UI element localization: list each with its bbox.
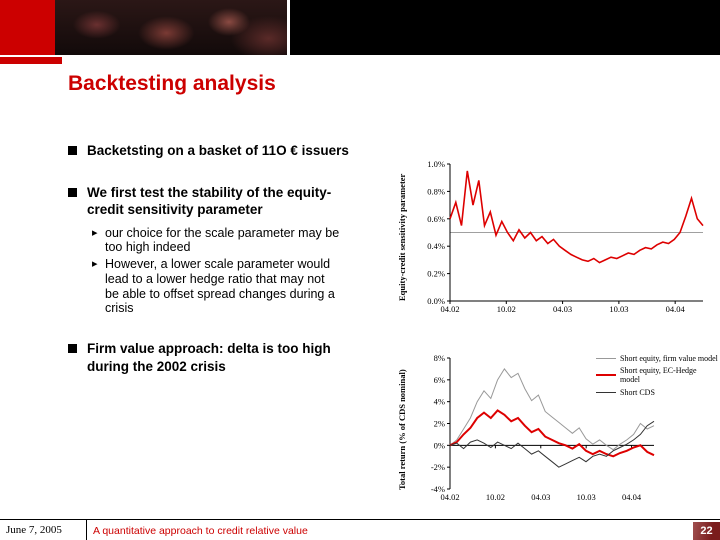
sub-bullet-text: However, a lower scale parameter would l… <box>105 257 335 316</box>
bullet-square-icon <box>68 187 77 197</box>
page-number-badge: 22 <box>693 522 720 540</box>
svg-text:04.03: 04.03 <box>531 492 550 502</box>
bullet-block: We first test the stability of the equit… <box>68 184 393 317</box>
svg-text:04.04: 04.04 <box>666 304 686 314</box>
page-number: 22 <box>700 525 713 537</box>
svg-text:-2%: -2% <box>431 462 445 472</box>
bullet-text: We first test the stability of the equit… <box>87 184 332 218</box>
bullet-text: Firm value approach: delta is too high d… <box>87 341 331 374</box>
svg-text:0.6%: 0.6% <box>427 214 445 224</box>
bullet-list: Backetsting on a basket of 11O € issuers… <box>68 142 393 399</box>
sub-bullet-arrow-icon: ▸ <box>92 258 98 271</box>
trading-room-photo <box>55 0 287 55</box>
legend-item-ec-hedge: Short equity, EC-Hedge model <box>596 366 718 384</box>
bullet-block: Backetsting on a basket of 11O € issuers <box>68 142 393 160</box>
svg-text:04.03: 04.03 <box>553 304 572 314</box>
sensitivity-chart: Equity-credit sensitivity parameter 1.0%… <box>397 158 713 316</box>
footer-rule <box>0 519 720 520</box>
svg-text:0%: 0% <box>434 440 445 450</box>
bullet-item: Firm value approach: delta is too high d… <box>68 340 393 375</box>
slide-title: Backtesting analysis <box>68 72 276 95</box>
svg-text:10.02: 10.02 <box>486 492 505 502</box>
footer-subtitle: A quantitative approach to credit relati… <box>93 525 308 537</box>
bullet-square-icon <box>68 146 77 155</box>
svg-text:04.02: 04.02 <box>440 304 459 314</box>
footer-divider <box>86 519 87 540</box>
header-banner <box>0 0 720 55</box>
red-accent-bar <box>0 57 62 64</box>
sub-bullet-list: ▸ our choice for the scale parameter may… <box>92 226 393 317</box>
svg-text:0.0%: 0.0% <box>427 296 445 306</box>
sub-bullet-text: our choice for the scale parameter may b… <box>105 225 340 255</box>
svg-text:0.2%: 0.2% <box>427 269 445 279</box>
legend-line-swatch <box>596 358 616 360</box>
legend-label: Short CDS <box>620 387 655 397</box>
sub-bullet-item: ▸ our choice for the scale parameter may… <box>92 226 393 256</box>
bullet-item: We first test the stability of the equit… <box>68 184 393 219</box>
banner-divider <box>287 0 290 55</box>
banner-black-strip <box>290 0 720 55</box>
chart-legend: Short equity, firm value model Short equ… <box>596 354 718 400</box>
bullet-item: Backetsting on a basket of 11O € issuers <box>68 142 393 160</box>
legend-line-swatch <box>596 391 616 393</box>
svg-text:8%: 8% <box>434 353 445 363</box>
legend-label: Short equity, firm value model <box>620 354 718 363</box>
svg-text:04.04: 04.04 <box>622 492 642 502</box>
svg-text:1.0%: 1.0% <box>427 159 445 169</box>
svg-text:-4%: -4% <box>431 484 445 494</box>
svg-text:10.02: 10.02 <box>497 304 516 314</box>
sensitivity-chart-plot: 1.0% 0.8% 0.6% 0.4% 0.2% 0.0% 04.02 10.02 04.03 1… <box>420 158 711 316</box>
svg-text:0.4%: 0.4% <box>427 241 445 251</box>
svg-text:10.03: 10.03 <box>577 492 596 502</box>
total-return-chart-ylabel: Total return (% of CDS nominal) <box>397 369 407 490</box>
legend-label: Short equity, EC-Hedge model <box>620 366 697 385</box>
total-return-chart-plot: 8% 6% 4% 2% 0% -2% -4% 04.02 10.02 04.03 10.03 04.0… <box>420 352 662 507</box>
svg-text:2%: 2% <box>434 419 445 429</box>
bullet-block: Firm value approach: delta is too high d… <box>68 340 393 375</box>
svg-text:10.03: 10.03 <box>609 304 628 314</box>
sensitivity-chart-ylabel: Equity-credit sensitivity parameter <box>397 173 407 301</box>
sub-bullet-arrow-icon: ▸ <box>92 226 98 239</box>
logo-red-block <box>0 0 55 55</box>
bullet-text: Backetsting on a basket of 11O € issuers <box>87 143 349 158</box>
legend-line-swatch <box>596 374 616 377</box>
svg-text:4%: 4% <box>434 397 445 407</box>
svg-text:0.8%: 0.8% <box>427 186 445 196</box>
svg-text:6%: 6% <box>434 375 445 385</box>
legend-item-firm-value: Short equity, firm value model <box>596 354 718 363</box>
legend-item-short-cds: Short CDS <box>596 388 718 397</box>
total-return-chart: Total return (% of CDS nominal) 8% 6% 4% 2%… <box>397 352 720 507</box>
svg-text:04.02: 04.02 <box>440 492 459 502</box>
bullet-square-icon <box>68 344 77 354</box>
footer-date: June 7, 2005 <box>6 524 62 536</box>
sub-bullet-item: ▸ However, a lower scale parameter would… <box>92 257 393 316</box>
